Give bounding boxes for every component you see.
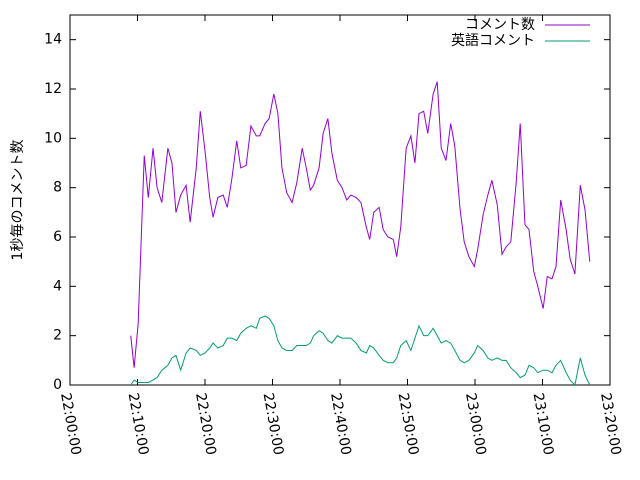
x-tick-label: 22:00:00 [57, 392, 84, 457]
x-tick-label: 23:20:00 [597, 392, 624, 457]
y-tick-label: 2 [53, 328, 62, 344]
x-tick-label: 23:00:00 [462, 392, 489, 457]
y-tick-label: 8 [53, 180, 62, 196]
y-tick-label: 10 [44, 130, 62, 146]
legend-label: コメント数 [465, 17, 535, 33]
x-tick-label: 22:20:00 [192, 392, 219, 457]
plot-border [69, 14, 611, 386]
x-tick-label: 22:50:00 [395, 392, 422, 457]
series-line [130, 81, 591, 368]
y-tick-label: 0 [53, 377, 62, 393]
series-line [130, 315, 591, 387]
y-tick-label: 4 [53, 278, 62, 294]
x-tick-label: 23:10:00 [530, 392, 557, 457]
legend-label: 英語コメント [451, 32, 535, 49]
x-tick-label: 22:30:00 [260, 392, 287, 457]
y-tick-label: 14 [44, 32, 62, 48]
x-tick-label: 22:10:00 [125, 392, 152, 457]
y-tick-label: 6 [53, 229, 62, 245]
x-tick-label: 22:40:00 [327, 392, 354, 457]
y-axis-label: 1秒毎のコメント数 [10, 140, 26, 261]
y-tick-label: 12 [44, 81, 62, 97]
